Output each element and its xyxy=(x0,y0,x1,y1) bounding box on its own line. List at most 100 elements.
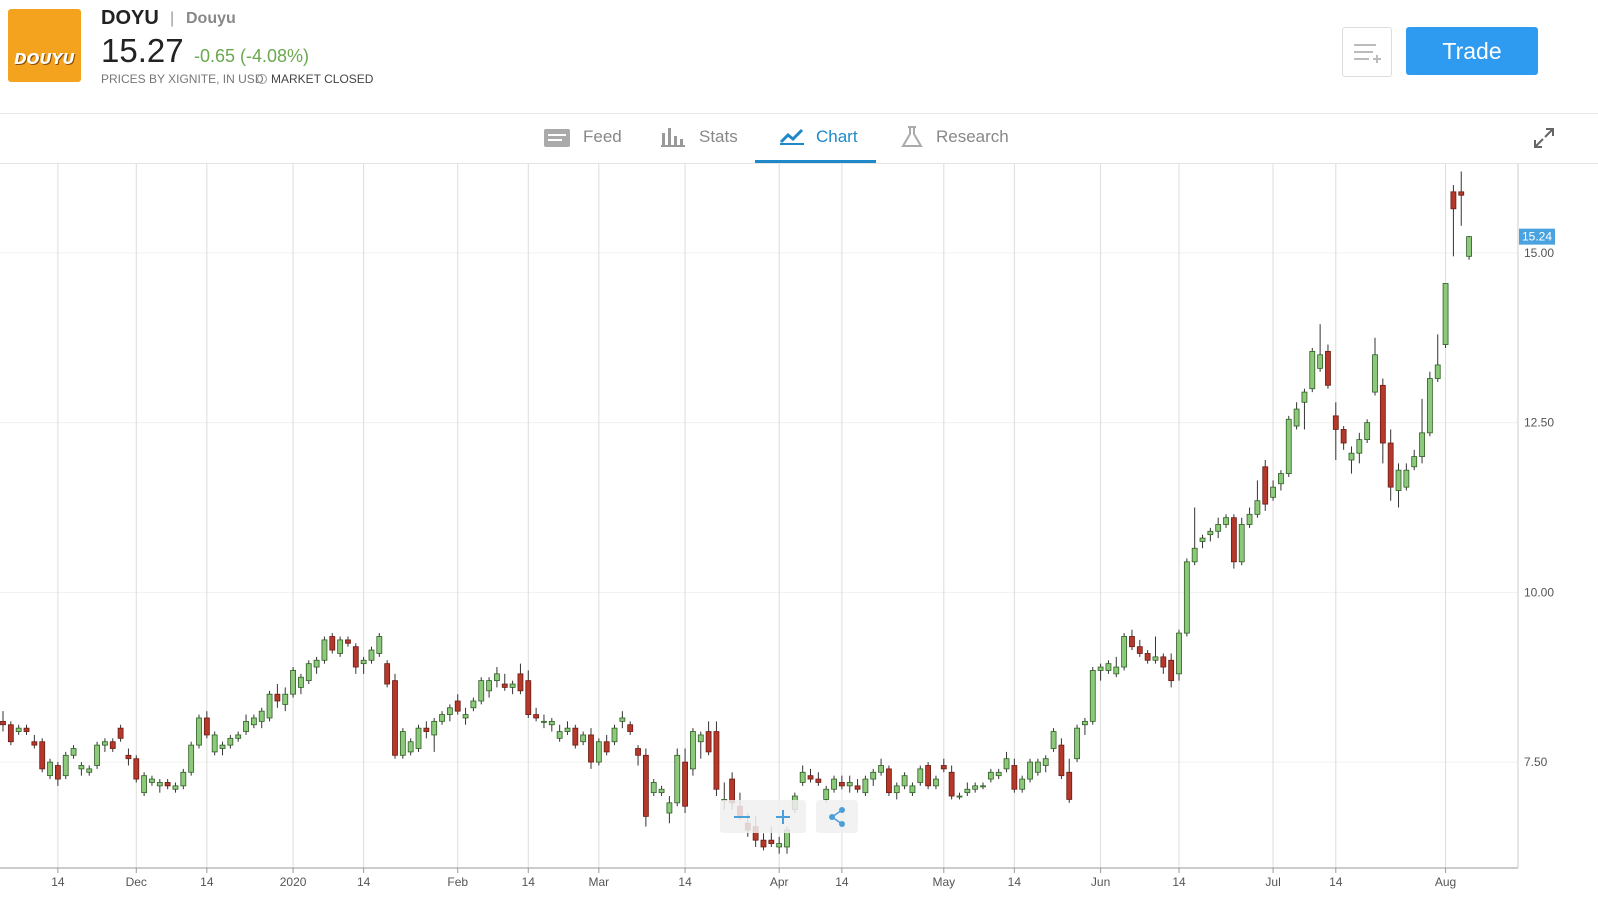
candle-body xyxy=(509,683,516,688)
tab-active[interactable]: Chart xyxy=(816,127,858,146)
candle-body xyxy=(1325,350,1331,386)
candle-body xyxy=(1066,771,1073,800)
candle-body xyxy=(1348,452,1355,461)
tab[interactable]: Stats xyxy=(699,127,738,146)
candle-body xyxy=(7,724,14,743)
candle-body xyxy=(0,720,6,726)
candle-body xyxy=(980,785,986,788)
candle-body xyxy=(893,785,900,794)
candle-body xyxy=(290,670,296,695)
candle-body xyxy=(1089,670,1096,722)
candle-body xyxy=(439,714,445,722)
candle-body xyxy=(211,734,218,753)
candle-body xyxy=(352,646,359,668)
candle-body xyxy=(298,676,304,688)
candle-body xyxy=(564,727,571,732)
x-tick-label: 14 xyxy=(1008,875,1022,889)
candle-body xyxy=(1262,466,1269,505)
candle-body xyxy=(141,775,148,794)
x-tick-label: 2020 xyxy=(280,875,307,889)
candle-body xyxy=(846,782,853,787)
candle-body xyxy=(1395,469,1402,491)
candle-body xyxy=(940,765,947,770)
candle-body xyxy=(399,731,406,756)
candle-body xyxy=(94,744,100,766)
company-name: Douyu xyxy=(186,10,236,27)
candle-body xyxy=(1466,236,1472,257)
candle-body xyxy=(360,659,367,665)
candle-body xyxy=(1215,524,1222,532)
share-button[interactable] xyxy=(816,800,858,833)
zoom-controls[interactable] xyxy=(720,800,806,833)
candle-body xyxy=(1074,727,1080,760)
candle-body xyxy=(15,727,22,732)
candle-body xyxy=(588,734,594,763)
candle-body xyxy=(1160,656,1167,668)
candle-body xyxy=(533,714,540,719)
candle-body xyxy=(831,778,837,790)
candle-body xyxy=(933,778,939,787)
watchlist-button[interactable] xyxy=(1342,27,1392,77)
candle-body xyxy=(595,741,602,763)
candle-body xyxy=(392,680,398,756)
x-tick-label: 14 xyxy=(1329,875,1343,889)
candle-body xyxy=(470,700,477,709)
price-source: PRICES BY XIGNITE, IN USD xyxy=(101,72,264,86)
candle-body xyxy=(376,636,383,654)
candle-body xyxy=(760,839,767,848)
candle-body xyxy=(1270,486,1276,498)
candle-body xyxy=(321,639,328,661)
candle-body xyxy=(1019,778,1026,790)
trade-button[interactable]: Trade xyxy=(1406,27,1538,75)
candle-body xyxy=(258,710,265,722)
candle-body xyxy=(478,680,485,702)
candle-body xyxy=(1230,517,1237,563)
candle-body xyxy=(1387,442,1394,488)
candle-body xyxy=(1434,364,1441,379)
candle-body xyxy=(619,717,626,722)
candle-body xyxy=(690,731,696,770)
candle-body xyxy=(1309,350,1316,390)
candle-body xyxy=(149,778,155,783)
candle-body xyxy=(1152,656,1159,661)
clock-icon xyxy=(257,74,267,84)
candle-body xyxy=(1442,283,1449,345)
candle-body xyxy=(1207,530,1214,536)
last-price-label: 15.24 xyxy=(1522,230,1552,244)
candle-body xyxy=(611,727,618,743)
candle-body xyxy=(1168,659,1175,682)
candle-body xyxy=(1332,415,1339,430)
y-tick-label: 12.50 xyxy=(1524,416,1554,430)
tab[interactable]: Feed xyxy=(583,127,622,146)
candle-body xyxy=(250,717,257,726)
candle-body xyxy=(180,771,187,787)
expand-icon[interactable] xyxy=(1533,127,1555,149)
candle-body xyxy=(713,731,720,790)
candle-body xyxy=(635,748,641,756)
candle-body xyxy=(964,788,971,794)
candle-body xyxy=(47,761,53,777)
candle-body xyxy=(219,744,226,749)
ticker: DOYU xyxy=(101,7,159,29)
candle-body xyxy=(329,636,336,651)
x-tick-label: Mar xyxy=(589,875,610,889)
candle-body xyxy=(501,683,508,688)
candle-body xyxy=(188,744,195,773)
x-tick-label: Aug xyxy=(1435,875,1456,889)
candle-body xyxy=(196,717,202,746)
candle-body xyxy=(603,741,610,753)
candle-body xyxy=(384,663,391,685)
candle-body xyxy=(1058,744,1065,777)
candle-body xyxy=(886,768,892,794)
candle-body xyxy=(54,765,61,780)
candle-body xyxy=(235,734,242,739)
candle-body xyxy=(768,839,775,844)
candle-body xyxy=(776,843,783,848)
x-tick-label: Jul xyxy=(1265,875,1280,889)
tab[interactable]: Research xyxy=(936,127,1009,146)
candle-body xyxy=(337,639,344,654)
y-tick-label: 10.00 xyxy=(1524,585,1554,599)
candle-body xyxy=(345,639,351,644)
candle-body xyxy=(78,765,85,770)
